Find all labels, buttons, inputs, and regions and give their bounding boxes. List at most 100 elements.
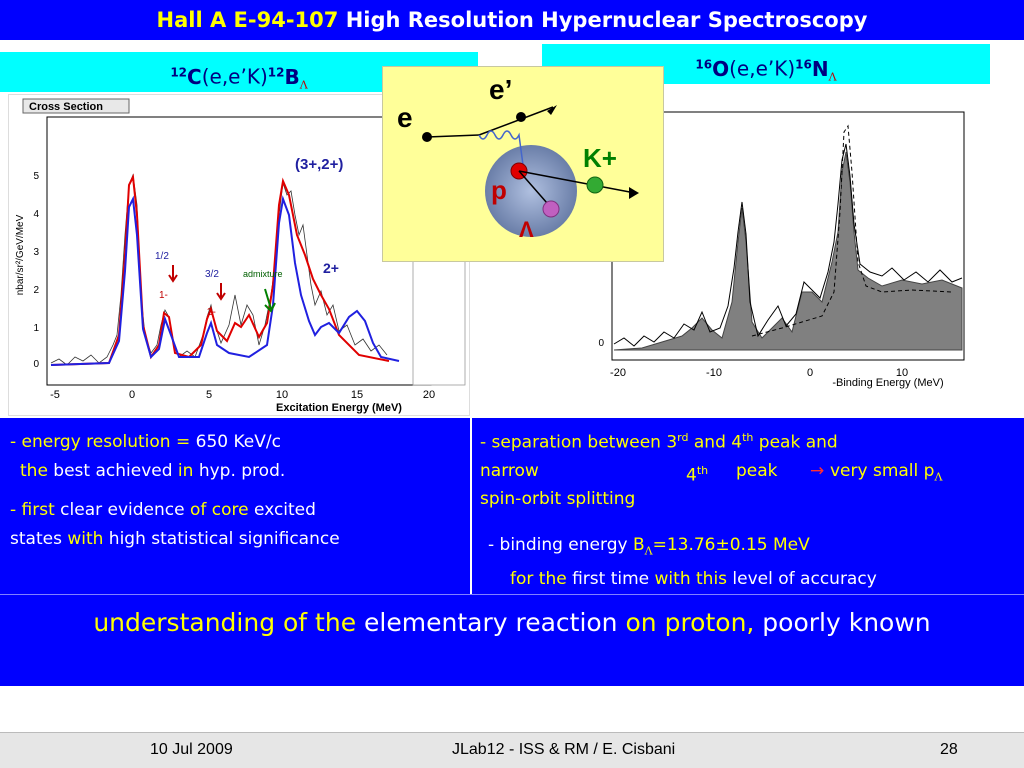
electron-dot-icon — [422, 132, 432, 142]
x-tick: -10 — [706, 367, 722, 379]
note-text: 4 — [686, 465, 697, 486]
mass-number: 12 — [267, 65, 285, 79]
note-text: clear evidence — [54, 500, 190, 520]
annot-1minus: 1- — [159, 290, 168, 301]
note-resolution: - energy resolution = 650 KeV/c — [10, 428, 460, 457]
note-text: first time — [566, 569, 655, 590]
annot-2minus: 2- — [207, 307, 216, 318]
x-tick: 0 — [807, 367, 813, 379]
element-symbol: C — [187, 64, 202, 89]
y-tick: 0 — [598, 338, 604, 349]
lambda-subscript: Λ — [828, 70, 837, 84]
note-text: peak and — [753, 432, 838, 453]
note-text: high statistical significance — [103, 529, 340, 549]
lambda-subscript: Λ — [299, 78, 308, 92]
right-arrow-icon: → — [810, 460, 825, 481]
note-text: very small p — [830, 460, 935, 481]
note-text: - — [10, 432, 22, 452]
note-text: best achieved — [47, 461, 178, 481]
note-spin-orbit: spin-orbit splitting — [480, 485, 1016, 513]
blue-fit-curve — [50, 195, 400, 366]
red-fit-curve — [50, 173, 390, 366]
note-text: rd — [677, 431, 689, 444]
note-text: Λ — [644, 544, 653, 558]
right-notes-box: - separation between 3rd and 4th peak an… — [472, 418, 1024, 594]
electron-label: e — [397, 102, 413, 133]
x-tick: 10 — [896, 367, 908, 379]
histogram-area — [613, 151, 963, 351]
data-points-line — [613, 143, 963, 347]
kaon-track-line — [518, 170, 636, 194]
conclusion-text: poorly known — [754, 608, 931, 637]
x-tick: -5 — [50, 389, 60, 401]
y-tick: 1 — [33, 323, 39, 334]
note-text: states — [10, 529, 68, 549]
element-symbol: O — [712, 56, 730, 81]
arrow-icon — [629, 187, 639, 199]
note-text: of core — [190, 500, 249, 520]
note-text: narrow — [480, 460, 539, 481]
note-text: hyp. prod. — [193, 461, 286, 481]
reaction-text: (e,e’K) — [729, 56, 796, 81]
note-text: - separation between 3 — [480, 432, 678, 453]
mass-number: 16 — [795, 57, 812, 71]
left-notes-box: - energy resolution = 650 KeV/c the best… — [0, 418, 470, 594]
footer-page-number: 28 — [940, 741, 958, 758]
footer-date: 10 Jul 2009 — [150, 741, 233, 758]
y-tick: 4 — [33, 209, 39, 220]
mass-number: 16 — [695, 57, 713, 71]
proton-label: p — [491, 175, 507, 205]
note-text: Λ — [934, 470, 943, 484]
incoming-electron-line — [426, 134, 480, 138]
slide-footer: 10 Jul 2009 JLab12 - ISS & RM / E. Cisba… — [0, 732, 1024, 768]
y-tick: 0 — [33, 359, 39, 370]
note-narrow-peak: narrow 4th peak → very small pΛ — [480, 457, 1016, 486]
element-symbol: B — [284, 64, 300, 89]
annot-half: 1/2 — [155, 251, 169, 262]
x-tick: 5 — [206, 389, 212, 401]
note-text: in — [177, 461, 194, 481]
y-axis-label: nbar/sr²/GeV/MeV — [15, 214, 26, 295]
lambda-track-line — [518, 170, 548, 204]
reaction-diagram-svg: e e’ K+ p Λ — [397, 74, 639, 242]
slide-title: Hall A E-94-107 High Resolution Hypernuc… — [0, 0, 1024, 40]
note-text: with — [67, 529, 104, 549]
data-points-line — [50, 173, 388, 366]
element-symbol: N — [811, 56, 829, 81]
plot-header-box — [22, 98, 130, 114]
y-tick: 3 — [33, 247, 39, 258]
x-tick: 0 — [129, 389, 135, 401]
y-tick: 5 — [33, 171, 39, 182]
note-text: th — [742, 431, 754, 444]
electron-dot-icon — [516, 112, 526, 122]
scattered-electron-label: e’ — [489, 74, 512, 105]
x-tick: -20 — [610, 367, 626, 379]
note-text: =13.76±0.15 MeV — [652, 534, 810, 555]
footer-author: JLab12 - ISS & RM / E. Cisbani — [452, 741, 676, 758]
x-tick: 20 — [423, 389, 435, 401]
conclusion-text: understanding of the — [93, 608, 357, 637]
note-text: excited — [248, 500, 316, 520]
mass-number: 12 — [170, 65, 188, 79]
note-text: the — [20, 461, 48, 481]
conclusion-text: on proton, — [625, 608, 755, 637]
note-text: peak — [736, 460, 778, 481]
title-experiment: Hall A E-94-107 — [156, 8, 339, 32]
arrow-down-icon — [216, 292, 226, 301]
note-text: with this — [654, 569, 728, 590]
note-text: - first — [10, 500, 55, 520]
n16-spectrum-svg: 0 -20 -10 0 10 -Binding Energy (MeV) — [598, 111, 965, 389]
annot-admixture: admixture — [243, 269, 283, 279]
x-tick: 15 — [351, 389, 363, 401]
note-text: 650 KeV/c — [190, 432, 281, 452]
theory-dashed-curve — [751, 124, 953, 337]
arrow-down-icon — [168, 274, 178, 283]
note-text: energy resolution = — [21, 432, 191, 452]
y-tick: 2 — [33, 285, 39, 296]
reaction-diagram: e e’ K+ p Λ — [382, 66, 664, 262]
kaon-label: K+ — [583, 143, 617, 173]
virtual-photon-icon — [478, 130, 524, 166]
annot-three-half: 3/2 — [205, 269, 219, 280]
x-tick: 10 — [276, 389, 288, 401]
lambda-label: Λ — [519, 217, 534, 242]
